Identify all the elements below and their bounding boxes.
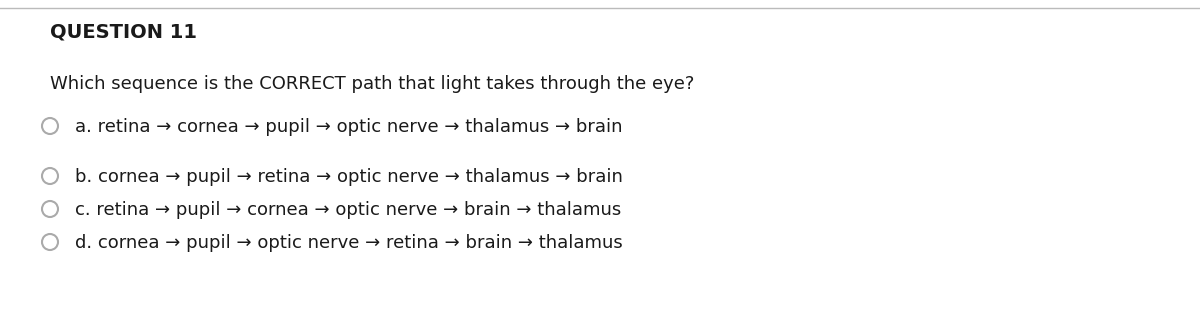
Text: d. cornea → pupil → optic nerve → retina → brain → thalamus: d. cornea → pupil → optic nerve → retina… bbox=[74, 234, 623, 252]
Text: QUESTION 11: QUESTION 11 bbox=[50, 22, 197, 41]
Text: c. retina → pupil → cornea → optic nerve → brain → thalamus: c. retina → pupil → cornea → optic nerve… bbox=[74, 201, 622, 219]
Text: Which sequence is the CORRECT path that light takes through the eye?: Which sequence is the CORRECT path that … bbox=[50, 75, 695, 93]
Text: a. retina → cornea → pupil → optic nerve → thalamus → brain: a. retina → cornea → pupil → optic nerve… bbox=[74, 118, 623, 136]
Text: b. cornea → pupil → retina → optic nerve → thalamus → brain: b. cornea → pupil → retina → optic nerve… bbox=[74, 168, 623, 186]
